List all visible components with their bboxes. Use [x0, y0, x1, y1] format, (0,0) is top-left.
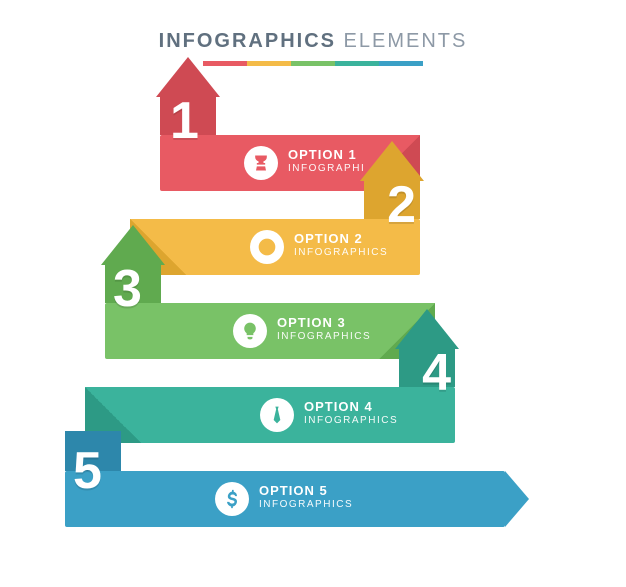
option-2-sub: INFOGRAPHICS: [294, 247, 388, 259]
option-5-sub: INFOGRAPHICS: [259, 499, 353, 511]
option-3-sub: INFOGRAPHICS: [277, 331, 371, 343]
clock-icon: [250, 230, 284, 264]
page-title: INFOGRAPHICS ELEMENTS: [0, 30, 626, 53]
option-3-title: OPTION 3: [277, 316, 371, 331]
swatch-4: [335, 61, 379, 66]
ribbon-option-3: 3 OPTION 3 INFOGRAPHICS: [105, 303, 435, 359]
trophy-icon: [244, 146, 278, 180]
number-3: 3: [113, 259, 140, 319]
ribbon-option-5: 5 OPTION 5 INFOGRAPHICS: [65, 471, 505, 527]
swatch-3: [291, 61, 335, 66]
infographic-stage: INFOGRAPHICS ELEMENTS 1 OPTION 1 INFOGRA…: [0, 0, 626, 587]
dollar-icon: [215, 482, 249, 516]
option-4-sub: INFOGRAPHICS: [304, 415, 398, 427]
color-swatch-bar: [0, 61, 626, 66]
number-5: 5: [73, 441, 100, 501]
option-4-title: OPTION 4: [304, 400, 398, 415]
number-4: 4: [422, 343, 449, 403]
swatch-5: [379, 61, 423, 66]
option-2-text: OPTION 2 INFOGRAPHICS: [294, 232, 388, 258]
header: INFOGRAPHICS ELEMENTS: [0, 30, 626, 66]
title-bold: INFOGRAPHICS: [159, 30, 336, 52]
option-3-text: OPTION 3 INFOGRAPHICS: [277, 316, 371, 342]
bulb-icon: [233, 314, 267, 348]
title-light: ELEMENTS: [344, 30, 468, 52]
option-4-text: OPTION 4 INFOGRAPHICS: [304, 400, 398, 426]
option-2-title: OPTION 2: [294, 232, 388, 247]
number-2: 2: [387, 175, 414, 235]
arrow-right-5: [505, 471, 529, 527]
swatch-2: [247, 61, 291, 66]
option-5-text: OPTION 5 INFOGRAPHICS: [259, 484, 353, 510]
option-5-title: OPTION 5: [259, 484, 353, 499]
tie-icon: [260, 398, 294, 432]
ribbon-option-2: 2 OPTION 2 INFOGRAPHICS: [130, 219, 420, 275]
number-1: 1: [170, 91, 197, 151]
ribbon-option-4: 4 OPTION 4 INFOGRAPHICS: [85, 387, 455, 443]
